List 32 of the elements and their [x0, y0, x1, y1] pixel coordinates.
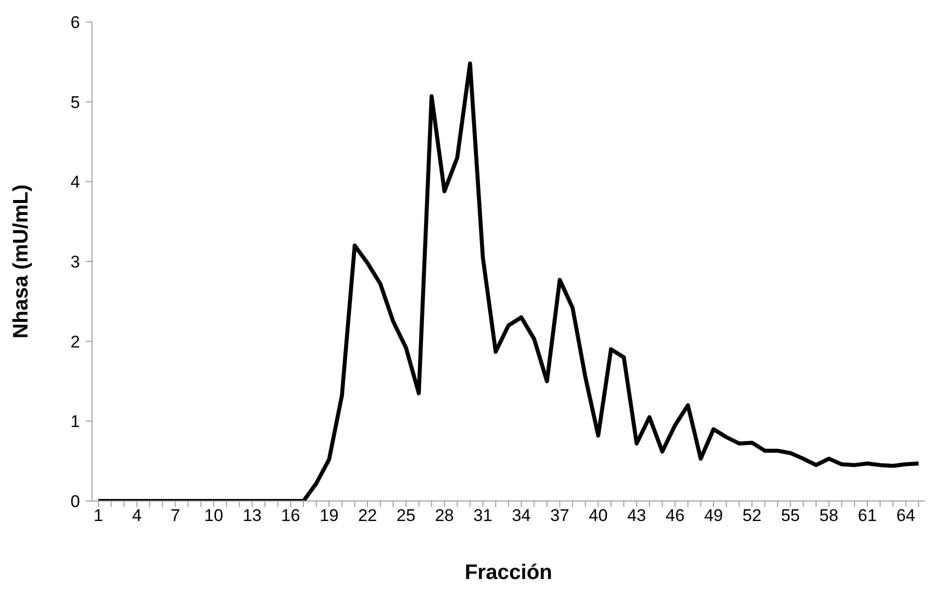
y-tick-label: 4	[70, 172, 80, 192]
x-tick-label: 37	[550, 506, 570, 526]
y-tick-label: 6	[70, 13, 80, 32]
x-tick-label: 52	[742, 506, 762, 526]
x-tick-label: 16	[281, 506, 300, 526]
x-tick-label: 22	[358, 506, 377, 526]
x-tick-label: 4	[132, 506, 142, 526]
y-tick-label: 5	[70, 92, 80, 112]
x-tick-label: 40	[588, 506, 608, 526]
y-tick-label: 0	[70, 492, 80, 511]
y-tick-label: 2	[70, 332, 80, 352]
x-tick-label: 1	[94, 506, 104, 526]
x-tick-label: 34	[512, 506, 531, 526]
x-tick-label: 28	[434, 506, 454, 526]
x-tick-label: 55	[780, 506, 800, 526]
x-tick-label: 31	[473, 506, 492, 526]
x-tick-label: 25	[396, 506, 416, 526]
x-tick-label: 13	[242, 506, 262, 526]
x-tick-label: 43	[627, 506, 646, 526]
x-tick-label: 64	[896, 506, 916, 526]
line-series	[96, 62, 921, 501]
x-tick-label: 10	[204, 506, 224, 526]
x-tick-label: 19	[320, 506, 339, 526]
x-tick-label: 61	[858, 506, 877, 526]
x-tick-label: 46	[666, 506, 685, 526]
y-axis-title: Nhasa (mU/mL)	[9, 184, 32, 339]
x-axis-title: Fracción	[464, 561, 552, 584]
x-tick-label: 7	[170, 506, 180, 526]
x-tick-label: 49	[704, 506, 724, 526]
y-tick-label: 3	[70, 252, 80, 272]
y-tick-label: 1	[70, 412, 80, 432]
x-tick-label: 58	[819, 506, 838, 526]
